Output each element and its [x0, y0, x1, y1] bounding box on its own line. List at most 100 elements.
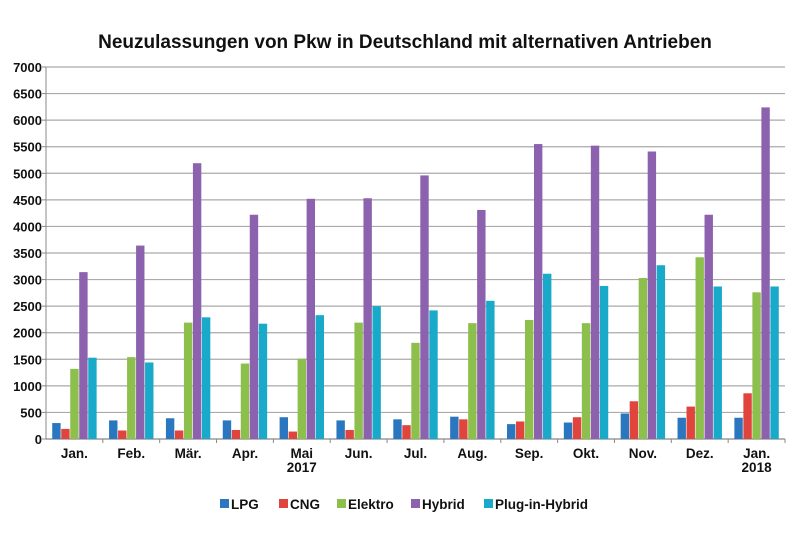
bar-hybrid-2: [192, 163, 202, 439]
bar-hybrid-8: [533, 144, 543, 440]
bar-lpg-12: [734, 417, 743, 439]
bar-lpg-9: [563, 422, 573, 439]
y-tick-label: 2500: [13, 299, 42, 314]
bar-plug-in-hybrid-7: [486, 300, 495, 439]
bar-cng-2: [174, 430, 184, 439]
y-tick-label: 1000: [13, 379, 42, 394]
legend-label: CNG: [290, 497, 320, 512]
bar-hybrid-3: [249, 214, 259, 439]
bar-hybrid-1: [136, 245, 145, 439]
legend-swatch-cng: [279, 499, 288, 508]
bar-hybrid-7: [477, 209, 486, 439]
bar-plug-in-hybrid-4: [315, 315, 325, 439]
gridlines: [46, 66, 785, 440]
bar-lpg-6: [393, 419, 402, 439]
bar-elektro-3: [240, 363, 250, 439]
legend-label: Elektro: [348, 497, 394, 512]
bar-cng-6: [402, 425, 411, 439]
x-tick-label: Jun.: [345, 446, 373, 461]
bars: [52, 107, 779, 440]
x-tick-label: Jan.: [61, 446, 88, 461]
y-tick-label: 2000: [13, 326, 42, 341]
bar-plug-in-hybrid-5: [372, 306, 381, 439]
x-tick-label: Sep.: [515, 446, 544, 461]
x-tick-label: Mär.: [175, 446, 202, 461]
bar-hybrid-10: [647, 151, 657, 440]
bar-plug-in-hybrid-9: [599, 285, 609, 439]
bar-plug-in-hybrid-8: [542, 273, 552, 439]
bar-cng-3: [231, 429, 241, 439]
bar-cng-1: [118, 430, 127, 439]
x-tick-label: Dez.: [686, 446, 714, 461]
bar-plug-in-hybrid-0: [88, 357, 97, 439]
x-tick-label: Feb.: [117, 446, 145, 461]
bar-plug-in-hybrid-2: [201, 317, 211, 439]
bar-hybrid-12: [761, 107, 770, 439]
bar-cng-7: [459, 419, 468, 439]
y-tick-label: 5500: [13, 140, 42, 155]
bar-plug-in-hybrid-11: [713, 286, 722, 439]
y-tick-label: 4000: [13, 219, 42, 234]
bar-lpg-1: [109, 420, 118, 439]
bar-elektro-9: [581, 323, 591, 439]
bar-hybrid-4: [306, 198, 316, 439]
bar-lpg-8: [506, 424, 516, 439]
legend-swatch-elektro: [337, 499, 346, 508]
bar-elektro-10: [638, 277, 648, 439]
y-tick-label: 500: [20, 405, 42, 420]
bar-cng-8: [515, 421, 525, 439]
x-tick-label: Jul.: [404, 446, 427, 461]
y-tick-label: 7000: [13, 60, 42, 75]
x-tick-label: Apr.: [232, 446, 258, 461]
bar-lpg-0: [52, 423, 61, 439]
bar-hybrid-11: [704, 214, 713, 439]
bar-elektro-1: [127, 357, 136, 439]
x-tick-sublabel: 2018: [742, 460, 773, 475]
x-tick-sublabel: 2017: [287, 460, 317, 475]
bar-elektro-4: [297, 358, 307, 439]
bar-cng-11: [686, 406, 695, 439]
x-tick-label: Nov.: [629, 446, 657, 461]
y-tick-label: 3000: [13, 273, 42, 288]
bar-elektro-6: [411, 342, 420, 439]
bar-lpg-2: [165, 418, 175, 439]
x-tick-label: Aug.: [457, 446, 487, 461]
bar-lpg-11: [677, 417, 686, 439]
bar-hybrid-5: [363, 198, 372, 439]
y-tick-label: 3500: [13, 246, 42, 261]
bar-elektro-11: [695, 257, 704, 439]
legend-label: LPG: [231, 497, 259, 512]
y-tick-label: 4500: [13, 193, 42, 208]
bar-hybrid-6: [420, 175, 429, 439]
bar-cng-0: [61, 428, 70, 439]
x-tick-label: Okt.: [573, 446, 599, 461]
bar-cng-10: [629, 401, 639, 439]
bar-lpg-10: [620, 413, 630, 439]
y-axis: 0 500 1000 1500 2000 2500 3000 3500 4000 4500 5000…: [13, 60, 47, 447]
legend-label: Hybrid: [422, 497, 465, 512]
y-tick-label: 1500: [13, 352, 42, 367]
bar-elektro-8: [524, 319, 534, 439]
bar-lpg-7: [450, 416, 459, 439]
bar-plug-in-hybrid-10: [656, 265, 666, 439]
y-tick-label: 6000: [13, 113, 42, 128]
x-tick-label: Jan.: [743, 446, 770, 461]
bar-elektro-0: [70, 368, 79, 439]
bar-plug-in-hybrid-6: [429, 310, 438, 439]
bar-elektro-5: [354, 322, 363, 439]
legend-swatch-hybrid: [411, 499, 420, 508]
chart-title: Neuzulassungen von Pkw in Deutschland mi…: [98, 32, 712, 53]
bar-cng-5: [345, 429, 354, 439]
bar-lpg-3: [222, 420, 232, 439]
bar-cng-4: [288, 431, 298, 439]
bar-plug-in-hybrid-1: [145, 362, 154, 439]
x-tick-label: Mai: [291, 446, 314, 461]
y-tick-label: 5000: [13, 166, 42, 181]
y-tick-label: 6500: [13, 87, 42, 102]
legend-swatch-lpg: [220, 499, 229, 508]
bar-cng-12: [743, 393, 752, 439]
bar-hybrid-9: [590, 145, 600, 439]
